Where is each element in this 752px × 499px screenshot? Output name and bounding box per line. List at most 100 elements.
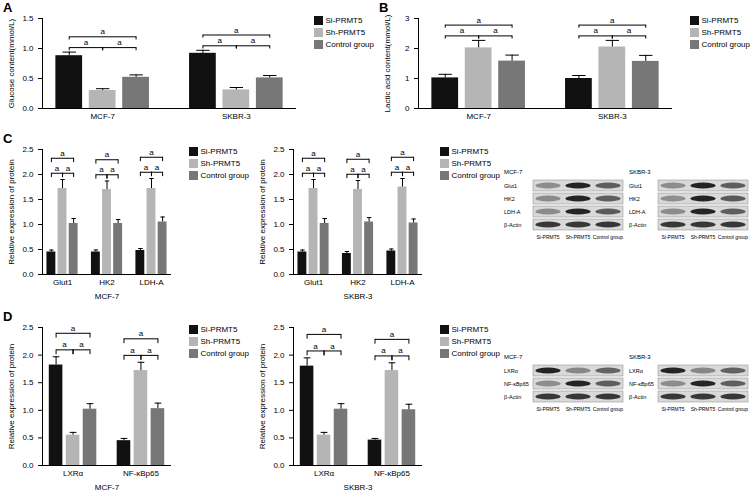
- svg-text:MCF-7: MCF-7: [466, 112, 491, 121]
- svg-text:β-Actin: β-Actin: [629, 394, 646, 400]
- svg-text:β-Actin: β-Actin: [629, 222, 646, 228]
- svg-text:1: 1: [405, 74, 410, 83]
- svg-text:a: a: [144, 163, 149, 172]
- svg-text:1.5: 1.5: [22, 378, 34, 387]
- svg-text:a: a: [390, 330, 395, 339]
- svg-text:SKBR-3: SKBR-3: [629, 169, 651, 175]
- svg-text:3: 3: [405, 14, 410, 23]
- svg-text:Sh-PRMT5: Sh-PRMT5: [691, 406, 716, 412]
- svg-text:1.0: 1.0: [273, 220, 285, 229]
- svg-text:1.5: 1.5: [273, 195, 285, 204]
- svg-text:a: a: [460, 26, 465, 35]
- svg-text:2.5: 2.5: [22, 323, 34, 332]
- svg-text:0.5: 0.5: [22, 433, 34, 442]
- svg-text:LXRα: LXRα: [629, 368, 644, 374]
- svg-text:Control group: Control group: [593, 406, 624, 412]
- svg-text:1.0: 1.0: [22, 44, 34, 53]
- svg-text:2.5: 2.5: [273, 323, 285, 332]
- svg-text:a: a: [110, 165, 115, 174]
- svg-text:Sh-PRMT5: Sh-PRMT5: [566, 406, 591, 412]
- svg-text:Lactic acid content(mmol/L): Lactic acid content(mmol/L): [383, 14, 392, 112]
- svg-text:Control group: Control group: [593, 234, 624, 240]
- svg-text:0.0: 0.0: [273, 270, 285, 279]
- svg-text:a: a: [139, 329, 144, 338]
- svg-text:a: a: [395, 163, 400, 172]
- svg-text:HK2: HK2: [504, 196, 515, 202]
- svg-text:a: a: [60, 149, 65, 158]
- svg-text:a: a: [99, 165, 104, 174]
- svg-text:0: 0: [405, 104, 410, 113]
- svg-text:LDH-A: LDH-A: [629, 209, 646, 215]
- svg-text:0.0: 0.0: [273, 461, 285, 470]
- svg-text:MCF-7: MCF-7: [504, 354, 523, 360]
- svg-text:2.5: 2.5: [273, 145, 285, 154]
- svg-text:a: a: [610, 16, 615, 25]
- svg-text:LXRα: LXRα: [63, 469, 84, 478]
- svg-text:MCF-7: MCF-7: [95, 483, 120, 492]
- svg-text:LDH-A: LDH-A: [504, 209, 521, 215]
- svg-text:a: a: [311, 149, 316, 158]
- svg-text:NF-κBp65: NF-κBp65: [504, 381, 529, 387]
- svg-text:a: a: [356, 150, 361, 159]
- svg-text:a: a: [149, 148, 154, 157]
- svg-text:Relative expression of protein: Relative expression of protein: [258, 344, 267, 449]
- svg-text:Relative expression of protein: Relative expression of protein: [7, 344, 16, 449]
- svg-text:1.0: 1.0: [22, 220, 34, 229]
- svg-text:Si-PRMT5: Si-PRMT5: [661, 406, 684, 412]
- svg-text:2.0: 2.0: [273, 351, 285, 360]
- svg-text:Relative expression of protein: Relative expression of protein: [7, 159, 16, 264]
- svg-text:a: a: [234, 26, 239, 35]
- svg-text:a: a: [66, 164, 71, 173]
- svg-text:NF-κBp65: NF-κBp65: [629, 381, 654, 387]
- svg-text:a: a: [350, 165, 355, 174]
- svg-text:HK2: HK2: [350, 278, 366, 287]
- svg-text:2.0: 2.0: [273, 170, 285, 179]
- svg-text:a: a: [306, 164, 311, 173]
- svg-text:MCF-7: MCF-7: [95, 292, 120, 301]
- svg-text:0.0: 0.0: [22, 461, 34, 470]
- svg-text:2.5: 2.5: [22, 145, 34, 154]
- svg-text:2.0: 2.0: [22, 170, 34, 179]
- svg-text:a: a: [217, 36, 222, 45]
- svg-text:a: a: [313, 342, 318, 351]
- svg-text:a: a: [155, 163, 160, 172]
- svg-text:SKBR-3: SKBR-3: [222, 112, 251, 121]
- svg-text:a: a: [251, 36, 256, 45]
- svg-text:a: a: [476, 16, 481, 25]
- svg-text:Glut1: Glut1: [504, 183, 517, 189]
- svg-text:a: a: [117, 38, 122, 47]
- svg-text:LDH-A: LDH-A: [139, 278, 164, 287]
- svg-text:2: 2: [405, 44, 410, 53]
- svg-text:SKBR-3: SKBR-3: [344, 292, 373, 301]
- svg-text:a: a: [493, 26, 498, 35]
- svg-text:SKBR-3: SKBR-3: [344, 483, 373, 492]
- svg-text:a: a: [130, 346, 135, 355]
- svg-text:Si-PRMT5: Si-PRMT5: [661, 234, 684, 240]
- svg-text:Sh-PRMT5: Sh-PRMT5: [566, 234, 591, 240]
- svg-text:Control group: Control group: [718, 406, 749, 412]
- svg-text:0.0: 0.0: [22, 104, 34, 113]
- svg-text:a: a: [330, 342, 335, 351]
- svg-text:a: a: [147, 346, 152, 355]
- svg-text:NF-κBp65: NF-κBp65: [123, 469, 160, 478]
- svg-text:Control group: Control group: [718, 234, 749, 240]
- svg-text:Sh-PRMT5: Sh-PRMT5: [691, 234, 716, 240]
- svg-text:a: a: [105, 150, 110, 159]
- svg-text:0.0: 0.0: [22, 270, 34, 279]
- svg-text:β-Actin: β-Actin: [504, 394, 521, 400]
- svg-text:1.0: 1.0: [273, 406, 285, 415]
- svg-text:Glut1: Glut1: [629, 183, 642, 189]
- svg-text:NF-κBp65: NF-κBp65: [374, 469, 411, 478]
- svg-text:1.5: 1.5: [22, 14, 34, 23]
- svg-text:0.5: 0.5: [22, 245, 34, 254]
- svg-text:a: a: [100, 27, 105, 36]
- svg-text:a: a: [317, 164, 322, 173]
- svg-text:HK2: HK2: [99, 278, 115, 287]
- svg-text:a: a: [322, 325, 327, 334]
- svg-text:a: a: [361, 165, 366, 174]
- svg-text:a: a: [406, 163, 411, 172]
- svg-text:0.5: 0.5: [22, 74, 34, 83]
- svg-text:a: a: [400, 148, 405, 157]
- svg-text:Si-PRMT5: Si-PRMT5: [536, 234, 559, 240]
- svg-text:SKBR-3: SKBR-3: [629, 354, 651, 360]
